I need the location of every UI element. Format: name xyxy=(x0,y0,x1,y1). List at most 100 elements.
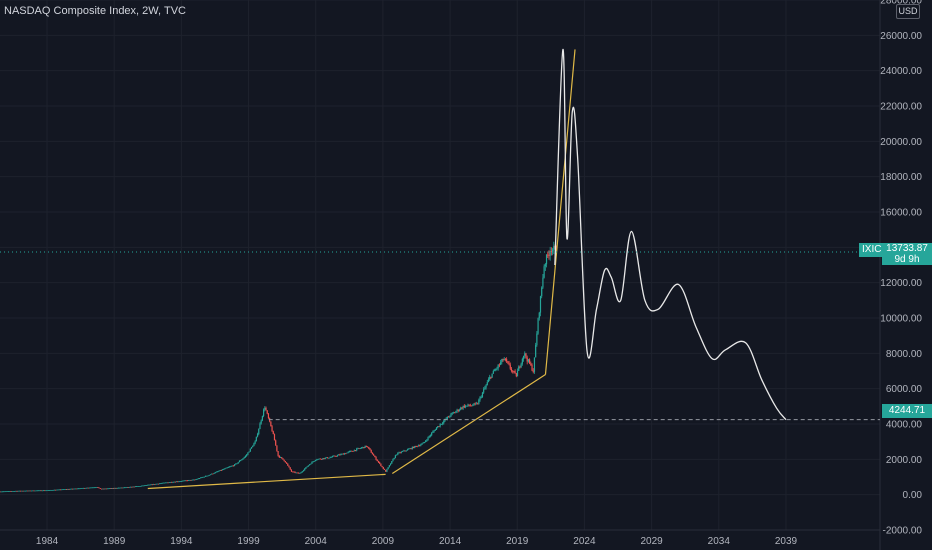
candle-body xyxy=(133,486,135,488)
candle-body xyxy=(171,481,173,483)
candle-body xyxy=(103,488,105,490)
x-tick-label: 2009 xyxy=(372,536,395,547)
candle-body xyxy=(493,370,496,372)
candle-body xyxy=(196,478,198,480)
candle-body xyxy=(386,469,388,472)
candle-body xyxy=(520,363,522,367)
candle-body xyxy=(295,472,297,474)
candle-body xyxy=(233,464,236,466)
candle-body xyxy=(16,490,18,492)
candle-body xyxy=(73,488,75,490)
projection-curve xyxy=(554,48,787,421)
candle-body xyxy=(302,470,305,472)
candle-body xyxy=(136,486,138,488)
candle-body xyxy=(310,463,312,465)
candle-body xyxy=(82,487,85,489)
candle-body xyxy=(115,487,117,489)
candle-body xyxy=(57,489,59,491)
x-tick-label: 2029 xyxy=(640,536,663,547)
candle-body xyxy=(81,487,83,489)
candle-body xyxy=(323,458,325,459)
candle-body xyxy=(491,373,493,378)
candle-body xyxy=(58,489,60,491)
candle-body xyxy=(469,405,471,407)
candle-body xyxy=(437,426,439,428)
candle-body xyxy=(359,448,361,450)
candle-body xyxy=(312,461,314,463)
candle-body xyxy=(385,469,387,472)
candle-body xyxy=(226,467,228,469)
candle-body xyxy=(526,357,528,362)
candle-body xyxy=(368,446,370,449)
candle-body xyxy=(223,469,225,470)
candle-body xyxy=(281,457,283,459)
candle-body xyxy=(417,445,419,447)
candle-body xyxy=(463,405,465,408)
candle-body xyxy=(174,481,176,483)
candle-body xyxy=(67,488,69,490)
candle-body xyxy=(53,489,56,491)
candle-body xyxy=(518,366,520,371)
candle-body xyxy=(204,475,207,477)
candle-body xyxy=(420,444,422,446)
candle-body xyxy=(301,471,303,473)
candle-body xyxy=(61,489,63,491)
candle-body xyxy=(445,418,447,420)
candle-body xyxy=(15,490,17,492)
candle-body xyxy=(100,488,103,490)
candle-body xyxy=(449,416,451,417)
candle-body xyxy=(314,460,317,461)
currency-badge[interactable]: USD xyxy=(896,4,920,19)
last-price-badge: 13733.87 9d 9h xyxy=(882,243,932,265)
candle-body xyxy=(300,472,302,474)
y-tick-label: 10000.00 xyxy=(880,314,922,325)
candle-body xyxy=(122,487,124,489)
candle-body xyxy=(399,452,401,454)
candle-body xyxy=(120,487,122,489)
candle-body xyxy=(411,446,413,449)
candle-body xyxy=(109,488,111,490)
candle-body xyxy=(23,490,25,492)
candle-body xyxy=(42,490,45,492)
y-tick-label: 4000.00 xyxy=(886,420,923,431)
candle-body xyxy=(363,447,365,448)
candle-body xyxy=(265,407,267,411)
candle-body xyxy=(547,254,549,256)
candle-body xyxy=(152,484,155,485)
x-tick-label: 2019 xyxy=(506,536,529,547)
candle-body xyxy=(156,483,158,485)
candle-body xyxy=(292,471,294,473)
candle-body xyxy=(50,490,52,491)
candle-body xyxy=(256,434,259,437)
candle-body xyxy=(186,480,189,482)
candle-body xyxy=(262,409,265,417)
candle-body xyxy=(392,459,394,462)
candle-body xyxy=(5,491,7,493)
candle-body xyxy=(531,364,533,371)
candle-body xyxy=(466,405,468,407)
candle-body xyxy=(39,490,41,492)
candle-body xyxy=(440,423,442,425)
candle-body xyxy=(285,462,288,464)
candle-body xyxy=(516,370,519,377)
candle-body xyxy=(345,453,347,455)
candle-body xyxy=(387,467,389,470)
candle-body xyxy=(213,473,215,474)
candle-body xyxy=(414,446,416,449)
candle-body xyxy=(90,487,92,489)
candle-body xyxy=(398,452,400,454)
candle-body xyxy=(218,470,220,472)
level-price-badge: 4244.71 xyxy=(882,404,932,418)
candle-body xyxy=(241,459,243,461)
horizontal-levels xyxy=(0,251,880,421)
candle-body xyxy=(298,472,300,474)
candle-body xyxy=(339,454,341,456)
candle-body xyxy=(129,486,132,488)
candle-body xyxy=(529,359,531,364)
candle-body xyxy=(535,345,537,358)
chart-grid xyxy=(0,0,881,550)
y-tick-label: 0.00 xyxy=(903,490,923,501)
candle-body xyxy=(177,481,179,483)
candle-body xyxy=(7,491,10,492)
